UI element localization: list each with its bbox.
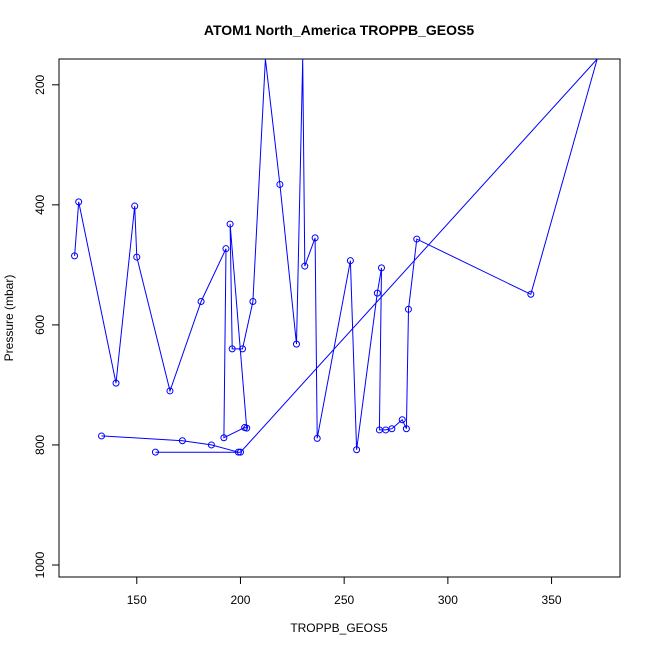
x-tick-label: 150 (127, 593, 147, 607)
data-point (131, 202, 139, 210)
data-point (133, 253, 141, 261)
data-point (234, 448, 242, 456)
data-point (404, 305, 412, 313)
data-point (222, 245, 230, 253)
y-axis: 200 400 600 800 1000 (33, 74, 60, 578)
data-point (301, 262, 309, 270)
y-tick-label: 200 (33, 74, 47, 94)
data-point (377, 264, 385, 272)
y-tick-label: 400 (33, 195, 47, 215)
data-point (353, 446, 361, 454)
x-axis-label: TROPPB_GEOS5 (290, 621, 388, 635)
data-point (346, 257, 354, 265)
data-point (98, 432, 106, 440)
data-point (388, 425, 396, 433)
data-point (413, 235, 421, 243)
data-point (112, 379, 120, 387)
data-point (75, 198, 83, 206)
x-tick-label: 250 (334, 593, 354, 607)
chart-title: ATOM1 North_America TROPPB_GEOS5 (204, 22, 474, 38)
data-point (207, 441, 215, 449)
data-point (313, 434, 321, 442)
y-tick-label: 600 (33, 315, 47, 335)
data-point (292, 340, 300, 348)
data-point (243, 424, 251, 432)
x-axis: 150 200 250 300 350 (127, 576, 562, 607)
data-point (151, 448, 159, 456)
data-point (228, 345, 236, 353)
data-point (236, 448, 244, 456)
x-tick-label: 300 (438, 593, 458, 607)
series-line (74, 59, 598, 453)
data-point (239, 345, 247, 353)
data-point (402, 425, 410, 433)
data-point (249, 297, 257, 305)
x-tick-label: 350 (542, 593, 562, 607)
data-point (527, 290, 535, 298)
data-point (71, 252, 79, 260)
data-point (226, 220, 234, 228)
series-layer (71, 59, 598, 456)
y-axis-label: Pressure (mbar) (2, 275, 16, 362)
data-point (398, 416, 406, 424)
y-tick-label: 800 (33, 435, 47, 455)
x-tick-label: 200 (230, 593, 250, 607)
data-point (197, 297, 205, 305)
data-point (220, 434, 228, 442)
data-point (166, 387, 174, 395)
data-point (276, 180, 284, 188)
data-point (373, 289, 381, 297)
data-point (311, 234, 319, 242)
data-point (178, 437, 186, 445)
y-tick-label: 1000 (33, 551, 47, 578)
